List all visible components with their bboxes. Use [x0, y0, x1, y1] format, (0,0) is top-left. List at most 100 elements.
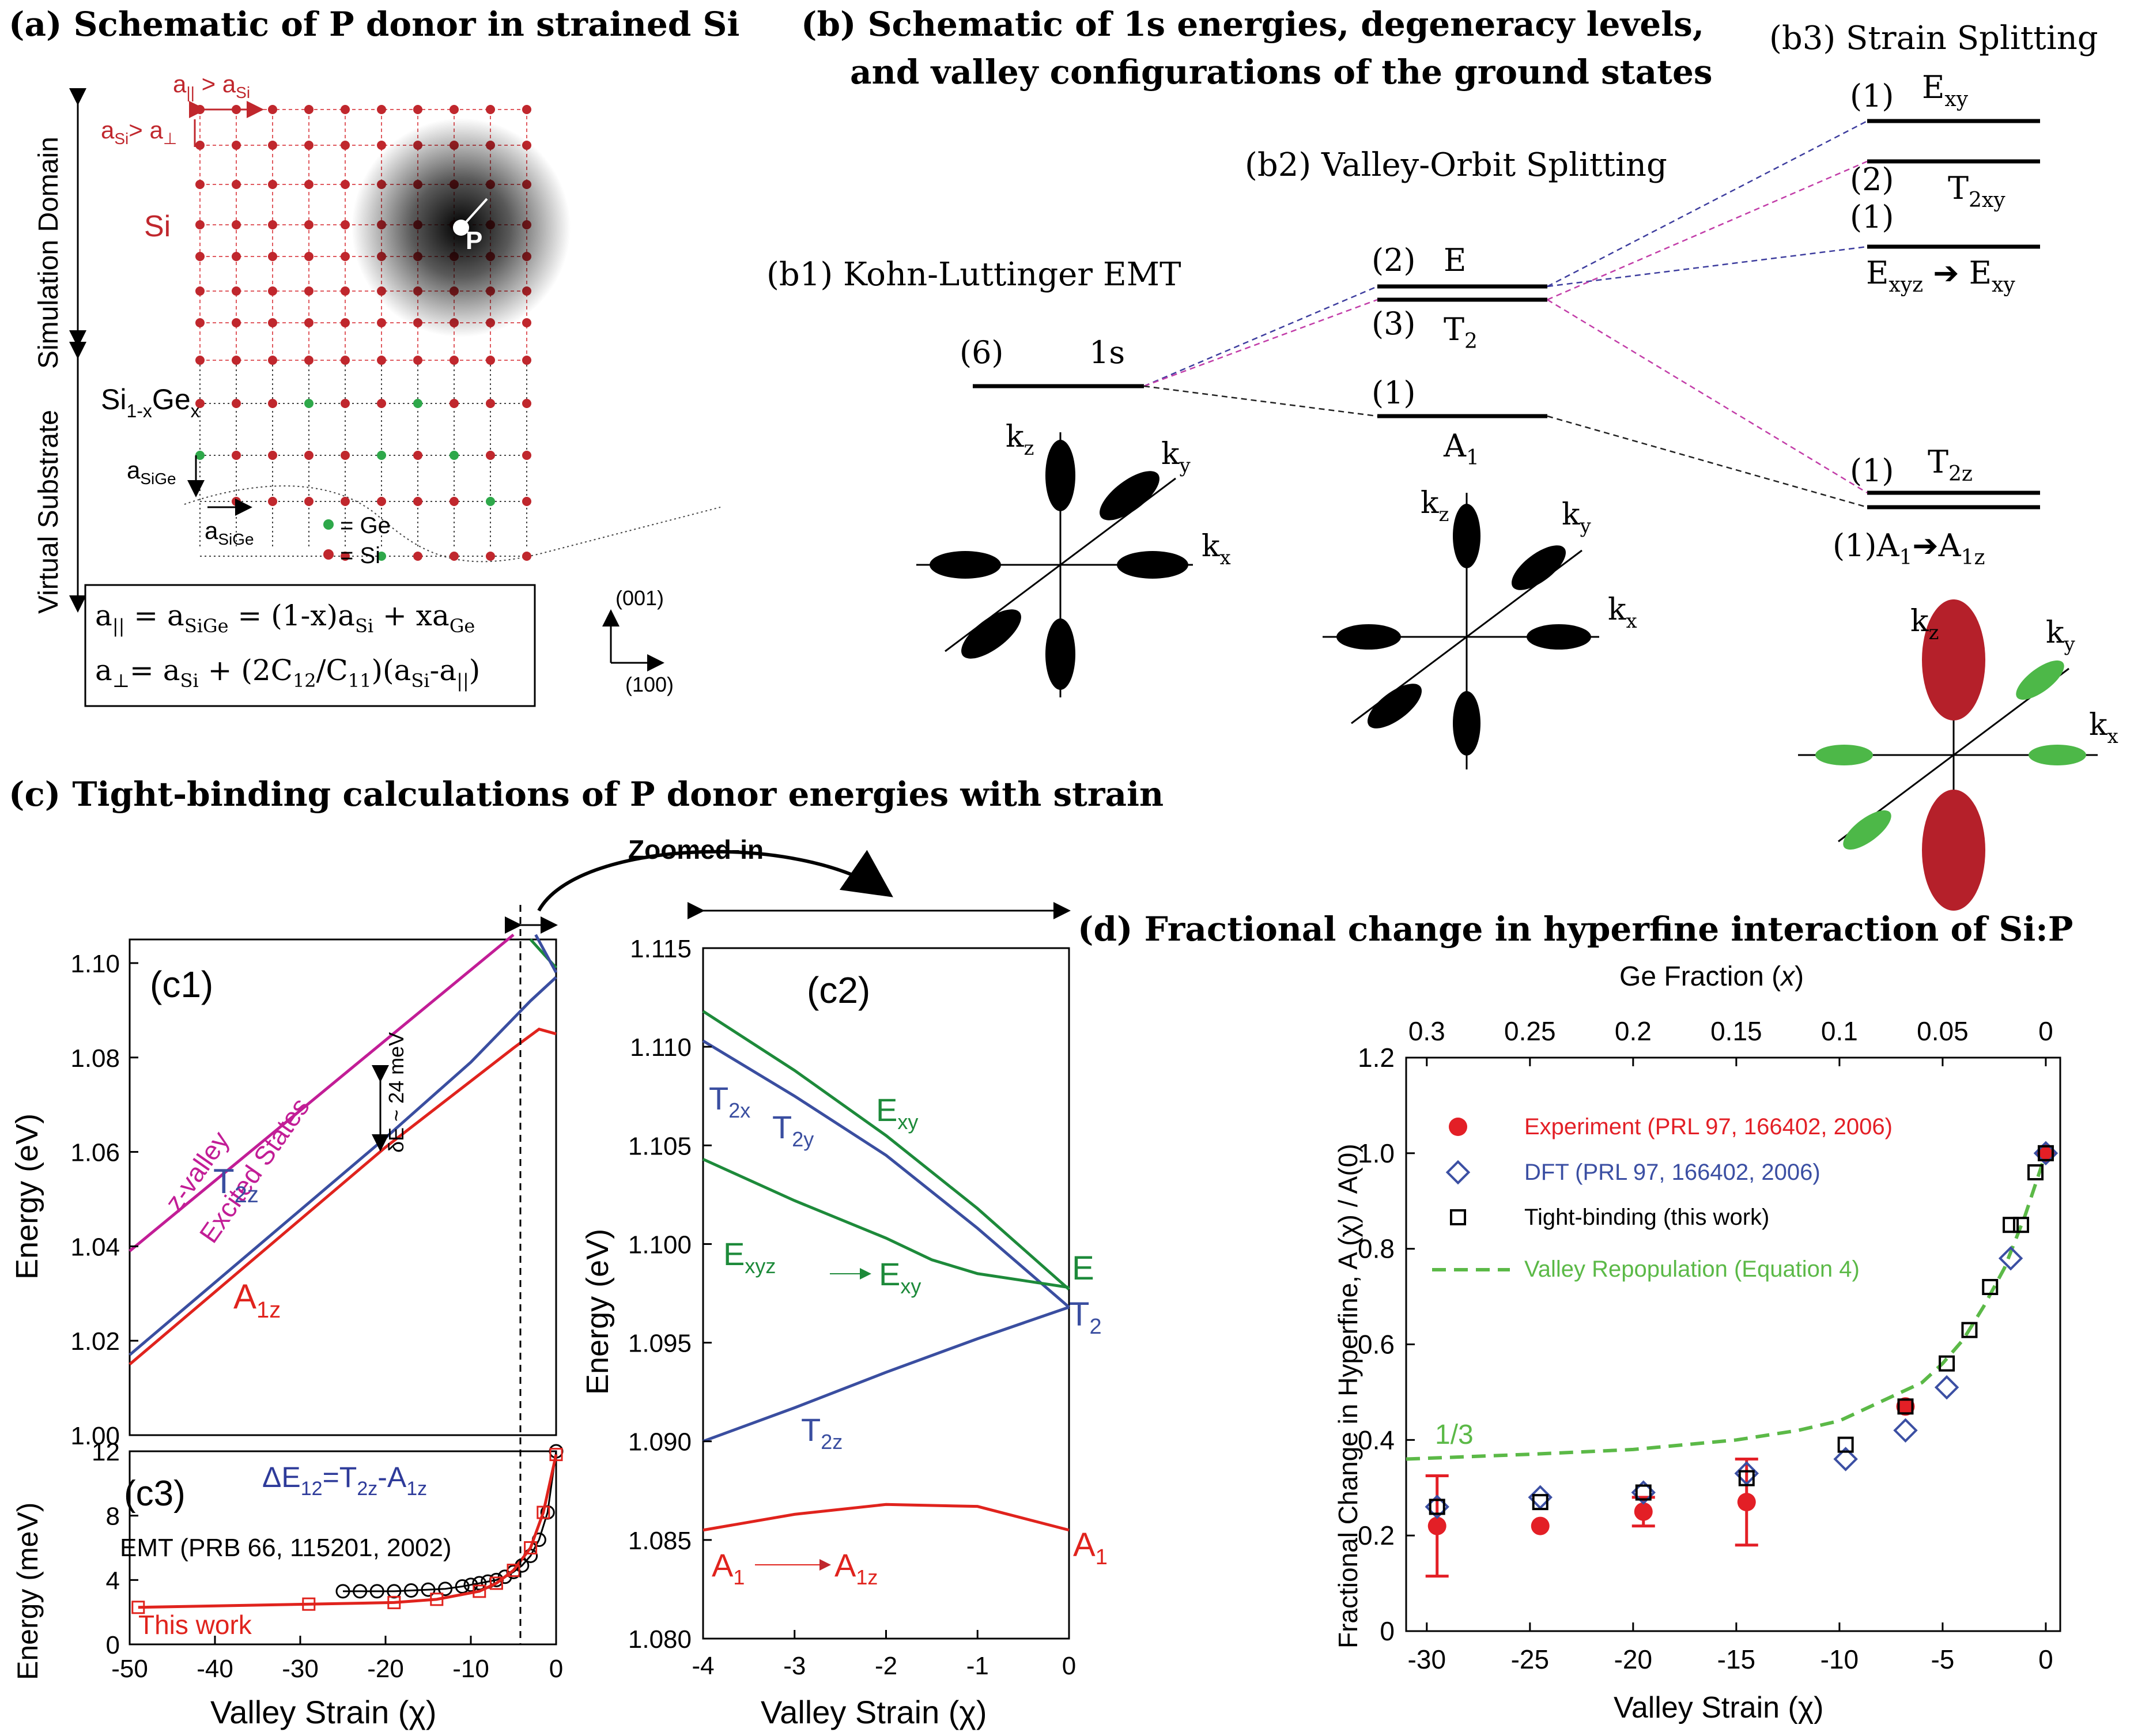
- si-atom: [304, 451, 314, 460]
- d-ytick-label: 0.8: [1358, 1234, 1395, 1264]
- c3-emt-point: [472, 1576, 487, 1591]
- d-tb-point: [1635, 1484, 1652, 1501]
- c2-t2z-label: T2z: [801, 1412, 843, 1454]
- c3-thiswork-point: [430, 1592, 444, 1606]
- si-atom: [268, 220, 277, 229]
- si-atom: [413, 552, 422, 561]
- zoom-curved-arrow: [537, 850, 893, 912]
- c3-thiswork-line: [138, 1454, 558, 1609]
- c2-t2y-label: T2y: [772, 1109, 814, 1151]
- c3-thiswork-point: [537, 1505, 550, 1519]
- c3-tag: (c3): [124, 1474, 186, 1514]
- si-atom: [304, 105, 314, 114]
- d-top-tick-label: 0.15: [1710, 1016, 1762, 1046]
- spin-arrow: [460, 198, 488, 229]
- b1-title: (b1) Kohn-Luttinger EMT: [766, 256, 1181, 293]
- d-tb-point: [2027, 1164, 2044, 1180]
- c1-series-line: [129, 933, 515, 1252]
- si-atom: [377, 399, 386, 408]
- d-ytick-label: 1.2: [1358, 1043, 1395, 1073]
- axis-001-label: (001): [615, 586, 664, 610]
- c3-emt-label: EMT (PRB 66, 115201, 2002): [120, 1534, 452, 1562]
- si-atom: [486, 399, 495, 408]
- si-atom: [232, 356, 241, 365]
- ge-atom: [413, 399, 422, 408]
- c2-series-line: [702, 1039, 1070, 1308]
- si-atom: [522, 318, 531, 327]
- d-tb-point: [1532, 1494, 1548, 1511]
- level-e-name: E: [1444, 242, 1466, 278]
- c1-ytick-label: 1.00: [70, 1422, 120, 1450]
- si-atom: [377, 318, 386, 327]
- si-atom: [522, 105, 531, 114]
- d-experiment-point: [1737, 1493, 1756, 1512]
- c1-series-line: [129, 976, 557, 1356]
- d-ylabel: Fractional Change in Hyperfine, A (χ) / …: [1333, 1144, 1363, 1648]
- d-one-third-label: 1/3: [1435, 1420, 1474, 1450]
- si-atom: [413, 497, 422, 506]
- si-atom: [377, 105, 386, 114]
- c2-series-line: [702, 1503, 1070, 1532]
- si-atom: [268, 399, 277, 408]
- kz-label-b3: kz: [1910, 604, 1939, 644]
- kz-label-b2: kz: [1421, 486, 1449, 526]
- c1-ytick-label: 1.02: [70, 1327, 120, 1356]
- si-atom: [377, 356, 386, 365]
- d-dft-point: [1893, 1418, 1918, 1443]
- c3-emt-point: [455, 1579, 470, 1594]
- si-atom: [304, 497, 314, 506]
- d-xtick-label: -25: [1511, 1644, 1549, 1674]
- si-atom: [341, 252, 350, 261]
- si-region-label: Si: [144, 210, 171, 243]
- c2-e-label: E: [1072, 1250, 1094, 1287]
- c1-tag: (c1): [150, 964, 213, 1005]
- c3-thiswork-label: This work: [138, 1610, 252, 1640]
- c2-xlabel: Valley Strain (χ): [761, 1694, 987, 1730]
- c2-xtick-label: 0: [1062, 1652, 1076, 1680]
- si-atom: [522, 356, 531, 365]
- d-dft-point: [1528, 1485, 1553, 1510]
- c2-a1r-label: A1: [1073, 1526, 1108, 1569]
- si-atom: [450, 105, 459, 114]
- valley-diagram-b1: kz ky kx: [916, 420, 1231, 697]
- level-a1z-name: (1)A1➔A1z: [1833, 527, 1985, 569]
- level-t2xy-name: T2xy: [1948, 170, 2005, 212]
- si-atom: [522, 451, 531, 460]
- si-atom: [522, 552, 531, 561]
- axis-100-label: (100): [625, 673, 674, 696]
- si-atom: [268, 497, 277, 506]
- legend-valley-text: Valley Repopulation (Equation 4): [1524, 1256, 1860, 1282]
- si-atom: [304, 141, 314, 150]
- si-atom: [232, 286, 241, 296]
- si-atom: [268, 141, 277, 150]
- si-atom: [486, 356, 495, 365]
- c1-ytick-label: 1.04: [70, 1233, 120, 1261]
- d-xtick-label: 0: [2038, 1644, 2053, 1674]
- level-t2xy-deg: (2): [1850, 161, 1894, 198]
- level-exy-name: Exy: [1922, 69, 1969, 111]
- c1-series-line: [129, 1027, 557, 1366]
- c3-thiswork-point: [473, 1584, 486, 1598]
- si-atom: [232, 497, 241, 506]
- c1-delta-label: δE ~ 24 meV: [384, 1032, 408, 1153]
- d-top-tick-label: 0.05: [1917, 1016, 1969, 1046]
- si-atom: [450, 497, 459, 506]
- si-atom: [450, 552, 459, 561]
- si-atom: [413, 451, 422, 460]
- si-atom: [450, 356, 459, 365]
- kx-label-b2: kx: [1608, 592, 1637, 633]
- d-frame: [1405, 1056, 2061, 1632]
- c3-thiswork-point: [131, 1601, 145, 1614]
- level-1s-deg: (6): [960, 334, 1004, 371]
- si-atom: [341, 105, 350, 114]
- si-atom: [195, 220, 205, 229]
- c2-xtick-label: -4: [692, 1652, 714, 1680]
- c3-emt-point: [438, 1582, 453, 1597]
- title-b-line2: and valley configurations of the ground …: [850, 52, 1713, 92]
- si-atom: [341, 286, 350, 296]
- c3-thiswork-point: [507, 1564, 520, 1578]
- c3-emt-point: [421, 1582, 436, 1597]
- si-atom: [304, 318, 314, 327]
- title-b-line1: (b) Schematic of 1s energies, degeneracy…: [801, 5, 1704, 44]
